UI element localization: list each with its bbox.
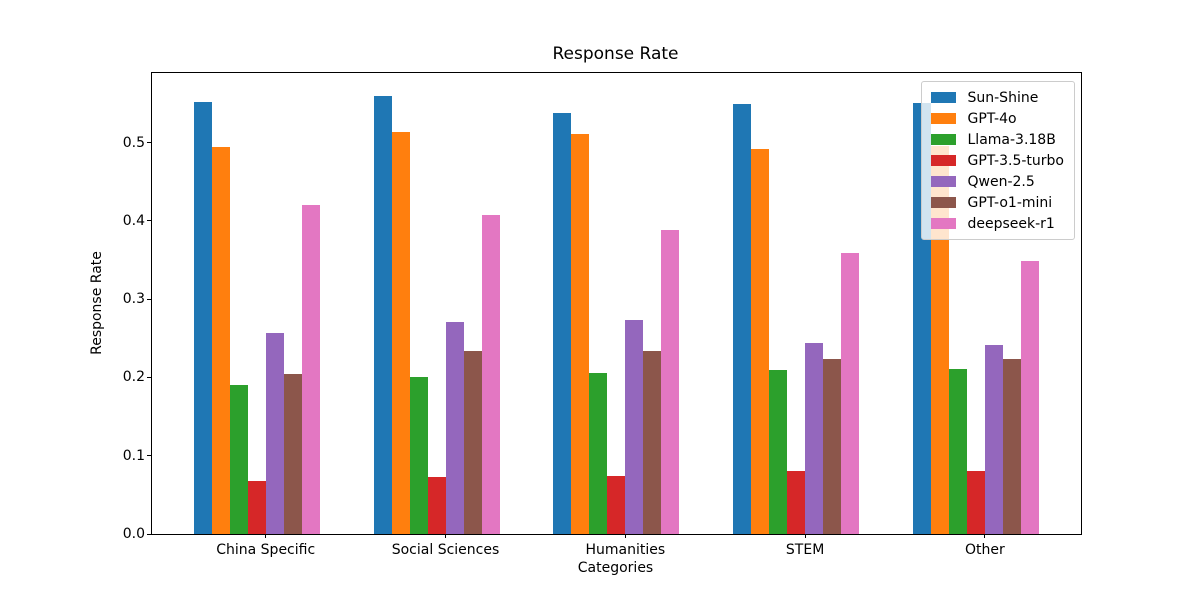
- legend-item-gpt-3-5-turbo: GPT-3.5-turbo: [930, 151, 1065, 170]
- bar-llama-3-18b-china-specific: [229, 384, 248, 534]
- y-tick-label: 0.4: [122, 212, 145, 229]
- bar-llama-3-18b-other: [948, 368, 967, 534]
- y-tick-label: 0.5: [122, 134, 145, 151]
- legend-label: Llama-3.18B: [967, 131, 1056, 148]
- bar-gpt-o1-mini-other: [1002, 358, 1021, 534]
- bar-gpt-o1-mini-china-specific: [283, 373, 302, 534]
- y-tick-label: 0.3: [122, 291, 145, 308]
- bar-sun-shine-social-sciences: [373, 96, 392, 534]
- bar-sun-shine-china-specific: [193, 101, 212, 534]
- bar-qwen-2-5-china-specific: [265, 332, 284, 534]
- bar-gpt-o1-mini-stem: [823, 359, 842, 534]
- legend-swatch: [930, 155, 956, 166]
- plot-area: 0.0 0.1 0.2 0.3 0.4 0.5 China Specific Social S…: [123, 72, 1082, 558]
- x-tick-label-social-sciences: Social Sciences: [391, 542, 500, 558]
- y-tick-mark: [147, 455, 151, 457]
- bar-gpt-4o-other: [930, 145, 949, 534]
- x-axis-label: Categories: [577, 560, 654, 576]
- y-tick-mark: [147, 298, 151, 300]
- legend-swatch: [930, 197, 956, 208]
- bar-deepseek-r1-humanities: [661, 229, 680, 534]
- bar-gpt-4o-social-sciences: [391, 131, 410, 534]
- x-tick-label-other: Other: [965, 542, 1005, 558]
- bar-gpt-4o-stem: [751, 148, 770, 534]
- x-tick-label-stem: STEM: [785, 542, 825, 558]
- y-tick-label: 0.2: [122, 369, 145, 386]
- x-tick-mark: [984, 534, 986, 538]
- bar-qwen-2-5-other: [984, 344, 1003, 534]
- legend-swatch: [930, 176, 956, 187]
- bar-qwen-2-5-social-sciences: [445, 321, 464, 534]
- bar-gpt-3-5-turbo-stem: [787, 471, 806, 534]
- bar-gpt-4o-humanities: [571, 134, 590, 534]
- legend-swatch: [930, 113, 956, 124]
- legend: Sun-Shine GPT-4o Llama-3.18B GPT-3.5-turbo Q…: [920, 81, 1075, 240]
- legend-label: GPT-4o: [967, 110, 1017, 127]
- x-tick-label-china-specific: China Specific: [216, 542, 316, 558]
- legend-label: GPT-o1-mini: [967, 194, 1053, 211]
- bar-sun-shine-humanities: [553, 112, 572, 534]
- bar-gpt-o1-mini-humanities: [643, 350, 662, 534]
- y-tick-mark: [147, 220, 151, 222]
- y-axis-label: Response Rate: [89, 251, 105, 355]
- bar-llama-3-18b-humanities: [589, 372, 608, 534]
- legend-item-llama-3-18b: Llama-3.18B: [930, 130, 1065, 149]
- bar-deepseek-r1-social-sciences: [481, 215, 500, 534]
- legend-label: deepseek-r1: [967, 215, 1055, 232]
- legend-label: Sun-Shine: [967, 89, 1039, 106]
- legend-item-gpt-4o: GPT-4o: [930, 109, 1065, 128]
- y-tick-label: 0.0: [122, 526, 145, 542]
- y-tick-label: 0.1: [122, 447, 145, 464]
- bar-qwen-2-5-humanities: [625, 319, 644, 534]
- chart-title: Response Rate: [552, 44, 679, 64]
- y-tick-mark: [147, 376, 151, 378]
- legend-label: Qwen-2.5: [967, 173, 1035, 190]
- y-tick-mark: [147, 142, 151, 144]
- bar-gpt-3-5-turbo-social-sciences: [427, 476, 446, 534]
- legend-item-gpt-o1-mini: GPT-o1-mini: [930, 193, 1065, 212]
- y-tick-mark: [147, 533, 151, 535]
- bar-llama-3-18b-social-sciences: [409, 377, 428, 534]
- legend-item-deepseek-r1: deepseek-r1: [930, 214, 1065, 233]
- x-tick-mark: [624, 534, 626, 538]
- bar-gpt-3-5-turbo-other: [966, 471, 985, 534]
- bar-gpt-3-5-turbo-china-specific: [247, 480, 266, 534]
- x-tick-mark: [265, 534, 267, 538]
- legend-swatch: [930, 92, 956, 103]
- bar-deepseek-r1-other: [1020, 260, 1039, 534]
- bar-gpt-o1-mini-social-sciences: [463, 350, 482, 534]
- legend-swatch: [930, 134, 956, 145]
- legend-item-sun-shine: Sun-Shine: [930, 88, 1065, 107]
- legend-item-qwen-2-5: Qwen-2.5: [930, 172, 1065, 191]
- bar-gpt-3-5-turbo-humanities: [607, 476, 626, 534]
- x-tick-mark: [804, 534, 806, 538]
- legend-swatch: [930, 218, 956, 229]
- legend-label: GPT-3.5-turbo: [967, 152, 1065, 169]
- bar-sun-shine-stem: [733, 103, 752, 534]
- bar-gpt-4o-china-specific: [211, 147, 230, 534]
- bar-deepseek-r1-stem: [841, 253, 860, 534]
- x-tick-label-humanities: Humanities: [585, 542, 666, 558]
- bar-qwen-2-5-stem: [805, 343, 824, 534]
- bar-deepseek-r1-china-specific: [301, 204, 320, 534]
- x-tick-mark: [445, 534, 446, 538]
- bar-llama-3-18b-stem: [769, 370, 788, 534]
